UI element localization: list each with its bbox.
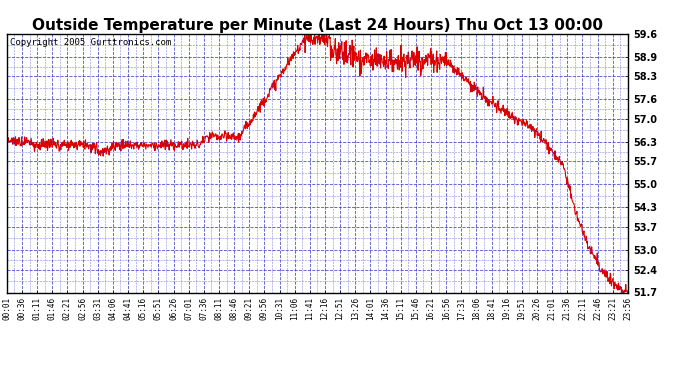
Text: Copyright 2005 Gurttronics.com: Copyright 2005 Gurttronics.com <box>10 38 171 46</box>
Title: Outside Temperature per Minute (Last 24 Hours) Thu Oct 13 00:00: Outside Temperature per Minute (Last 24 … <box>32 18 603 33</box>
